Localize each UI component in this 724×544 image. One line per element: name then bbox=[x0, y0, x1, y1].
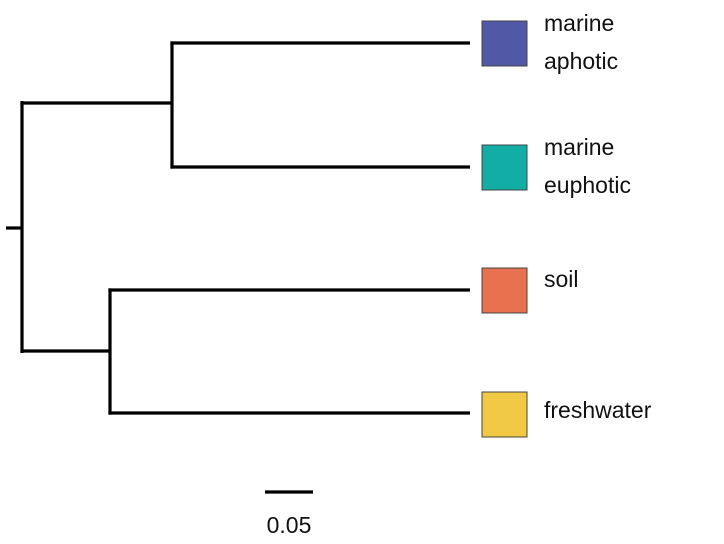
scale-bar-label: 0.05 bbox=[267, 512, 312, 538]
tip-label-marine-euphotic-line2: euphotic bbox=[544, 172, 631, 198]
swatch-soil bbox=[481, 267, 528, 314]
tip-label-marine-aphotic-line1: marine bbox=[544, 10, 614, 36]
swatch-marine-euphotic bbox=[481, 144, 528, 191]
swatch-freshwater bbox=[481, 391, 528, 438]
tip-label-marine-euphotic-line1: marine bbox=[544, 134, 614, 160]
tip-label-freshwater: freshwater bbox=[544, 397, 652, 423]
tip-label-soil: soil bbox=[544, 266, 579, 292]
swatch-marine-aphotic bbox=[481, 20, 528, 67]
tip-label-marine-aphotic-line2: aphotic bbox=[544, 48, 618, 74]
